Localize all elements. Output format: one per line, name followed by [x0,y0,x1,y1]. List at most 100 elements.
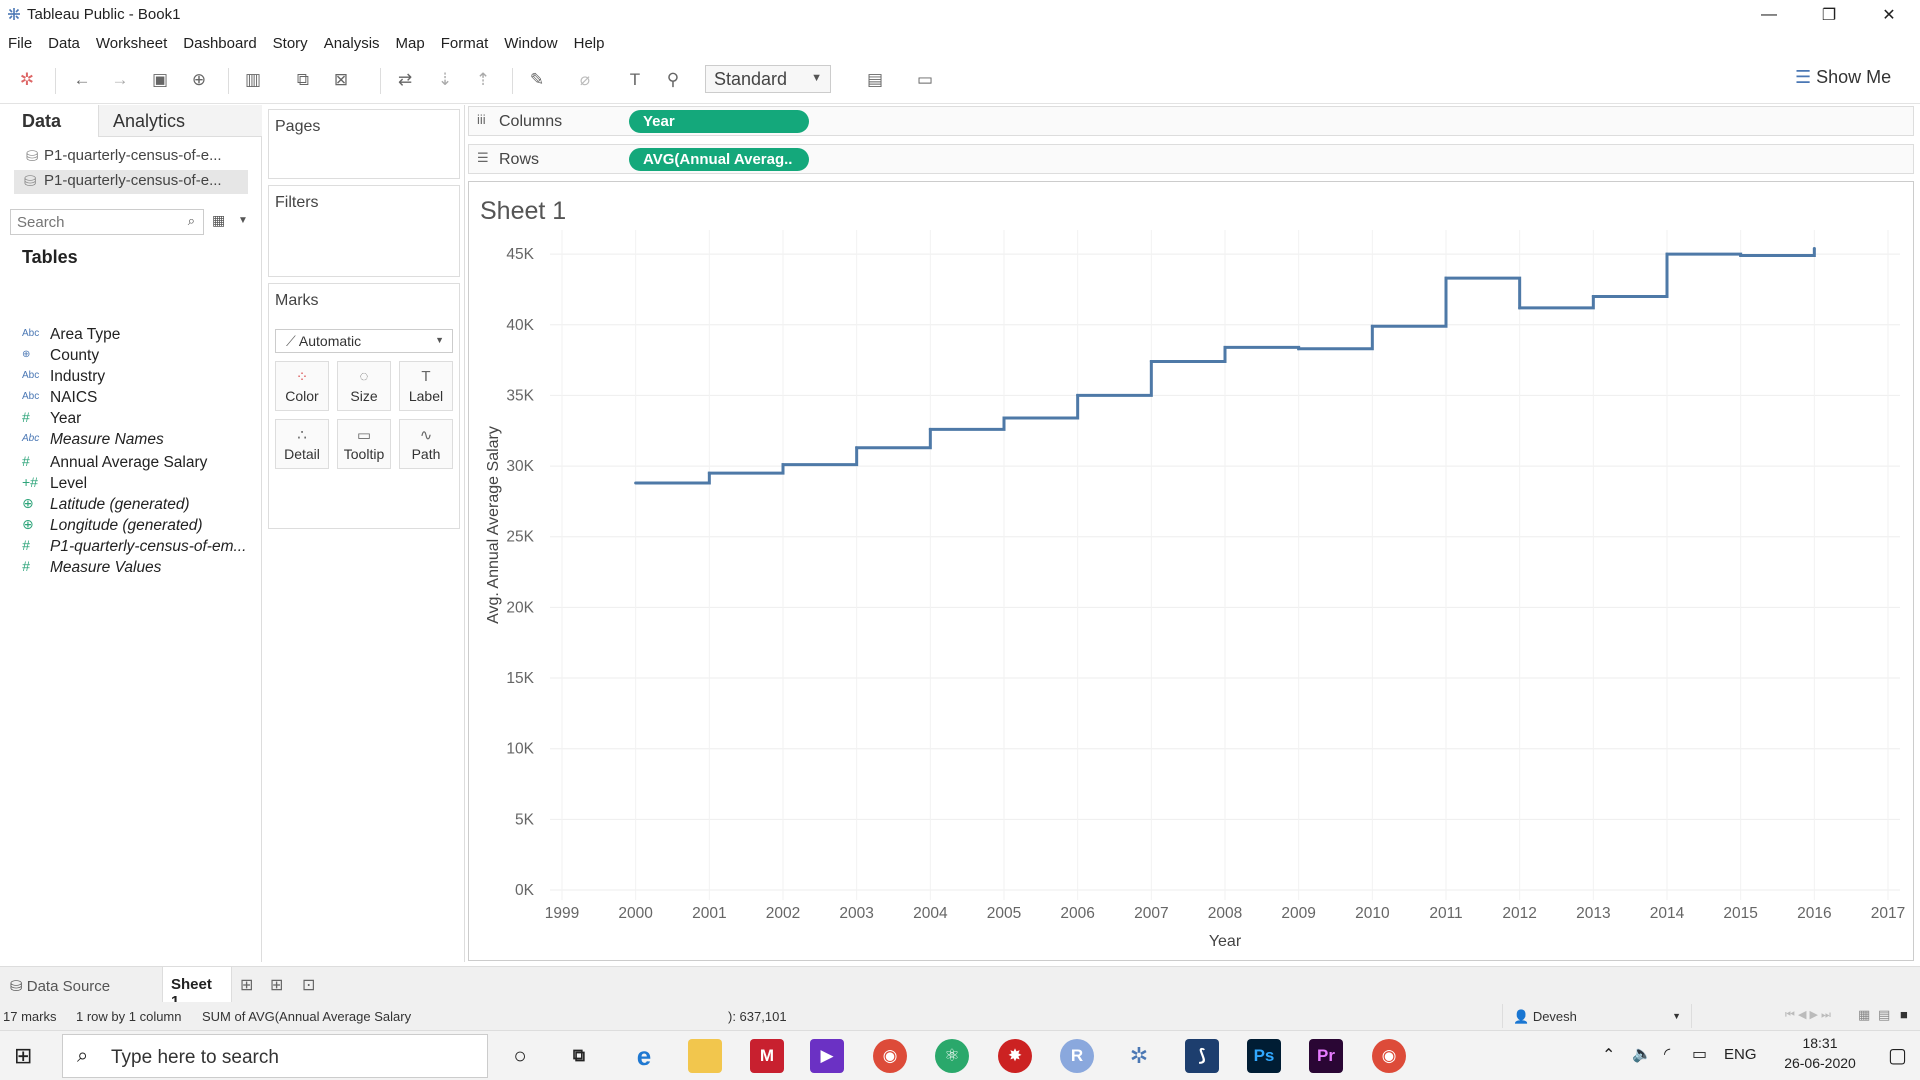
chevron-down-icon[interactable]: ▼ [238,215,248,226]
data-point[interactable] [1518,306,1522,310]
fit-select[interactable]: Standard ▼ [705,65,831,93]
tabs-view-icon[interactable]: ■ [1900,1007,1908,1022]
swap-rows-columns-icon[interactable]: ⇄ [397,70,413,89]
sheet-nav-icons[interactable]: ⏮ ◀ ▶ ⏭ [1785,1009,1831,1021]
data-point[interactable] [1149,360,1153,364]
tooltip-button[interactable]: ▭ Tooltip [337,419,391,469]
atom-icon[interactable]: ⚛ [935,1039,969,1073]
task-switch-icon[interactable]: ⧉ [572,1046,586,1065]
app-icon[interactable]: ✸ [998,1039,1032,1073]
chrome-icon[interactable]: ◉ [873,1039,907,1073]
data-point[interactable] [1444,276,1448,280]
search-input[interactable] [17,211,177,233]
mark-type-select[interactable]: ⟋ Automatic ▼ [275,329,453,353]
presentation-mode-icon[interactable]: ▭ [916,70,934,89]
data-point[interactable] [1591,295,1595,299]
tab-data[interactable]: Data [0,105,98,137]
menu-help[interactable]: Help [573,34,605,52]
tray-chevron-icon[interactable]: ⌃ [1602,1047,1616,1064]
show-mark-labels-icon[interactable]: T [629,70,641,89]
sort-descending-icon[interactable]: ⇡ [475,70,491,89]
sheet-sorter-icon[interactable]: ▦ [1858,1007,1871,1022]
sort-ascending-icon[interactable]: ⇣ [437,70,453,89]
field-item[interactable]: # Measure Values [22,557,252,583]
data-point[interactable] [928,427,932,431]
new-worksheet-icon[interactable]: ▥ [244,70,262,89]
new-dashboard-icon[interactable]: ⊞ [270,977,284,994]
avg-salary-pill[interactable]: AVG(Annual Averag.. [629,148,809,171]
menu-dashboard[interactable]: Dashboard [183,34,257,52]
premiere-icon[interactable]: Pr [1309,1039,1343,1073]
user-menu[interactable]: 👤 Devesh ▼ [1502,1004,1692,1028]
datasource-item[interactable]: ⛁ P1-quarterly-census-of-e... [14,145,248,169]
new-worksheet-icon[interactable]: ⊞ [240,977,254,994]
undo-icon[interactable]: ← [73,70,91,89]
chrome-icon[interactable]: ◉ [1372,1039,1406,1073]
clock[interactable]: 18:31 26-06-2020 [1775,1035,1865,1071]
menu-file[interactable]: File [8,34,33,52]
close-button[interactable]: ✕ [1882,7,1896,24]
size-button[interactable]: ◌ Size [337,361,391,411]
path-button[interactable]: ∿ Path [399,419,453,469]
show-me-button[interactable]: ☰ Show Me [1795,67,1891,88]
data-point[interactable] [634,481,638,485]
detail-button[interactable]: ∴ Detail [275,419,329,469]
menu-analysis[interactable]: Analysis [323,34,380,52]
new-story-icon[interactable]: ⊡ [302,977,316,994]
field-item[interactable]: # P1-quarterly-census-of-em... [22,536,252,562]
minimize-button[interactable]: — [1761,6,1777,23]
menu-format[interactable]: Format [440,34,489,52]
media-player-icon[interactable]: ▶ [810,1039,844,1073]
field-item[interactable]: Abc Industry [22,366,252,392]
fix-axes-icon[interactable]: ⚲ [666,70,680,89]
maximize-button[interactable]: ❐ [1821,7,1837,24]
volume-icon[interactable]: 🔈 [1632,1046,1652,1063]
field-item[interactable]: # Year [22,408,252,434]
menu-map[interactable]: Map [395,34,425,52]
field-item[interactable]: Abc Area Type [22,324,252,350]
notifications-icon[interactable]: ▢ [1888,1045,1907,1067]
search-field[interactable]: ⌕ [10,209,204,235]
filters-card[interactable]: Filters [268,185,460,277]
tableau-taskbar-icon[interactable]: ✲ [1129,1043,1149,1068]
data-point[interactable] [707,471,711,475]
data-point[interactable] [1223,345,1227,349]
menu-worksheet[interactable]: Worksheet [95,34,168,52]
mysql-icon[interactable]: ⟆ [1185,1039,1219,1073]
year-pill[interactable]: Year [629,110,809,133]
task-view-icon[interactable]: ○ [513,1043,527,1068]
datasource-item-selected[interactable]: ⛁ P1-quarterly-census-of-e... [14,170,248,194]
photoshop-icon[interactable]: Ps [1247,1039,1281,1073]
tab-data-source[interactable]: ⛁ Data Source [10,977,110,995]
data-point[interactable] [781,463,785,467]
pages-card[interactable]: Pages [268,109,460,179]
edge-icon[interactable]: e [636,1040,652,1071]
columns-shelf[interactable]: iii Columns Year [468,106,1914,136]
windows-start-icon[interactable]: ⊞ [14,1043,33,1068]
data-point[interactable] [1812,246,1816,250]
tableau-home-icon[interactable]: ✲ [19,70,35,89]
field-item[interactable]: +# Level [22,473,252,499]
field-item[interactable]: Abc Measure Names [22,429,252,455]
menu-data[interactable]: Data [48,34,80,52]
filmstrip-icon[interactable]: ▤ [1878,1007,1891,1022]
field-item[interactable]: ⊕ Latitude (generated) [22,494,252,520]
data-point[interactable] [855,446,859,450]
taskbar-search[interactable]: ⌕ Type here to search [62,1034,488,1078]
r-icon[interactable]: R [1060,1039,1094,1073]
mcafee-icon[interactable]: M [750,1039,784,1073]
menu-window[interactable]: Window [504,34,558,52]
data-point[interactable] [1002,416,1006,420]
data-point[interactable] [1076,393,1080,397]
wifi-icon[interactable]: ◜ [1664,1046,1671,1063]
save-icon[interactable]: ▣ [151,70,169,89]
data-point[interactable] [1370,324,1374,328]
color-button[interactable]: ⁘ Color [275,361,329,411]
group-members-icon[interactable]: ⌀ [579,70,591,89]
battery-icon[interactable]: ▭ [1692,1046,1708,1063]
clear-sheet-icon[interactable]: ⊠ [333,70,349,89]
data-point[interactable] [1665,252,1669,256]
tab-analytics[interactable]: Analytics [98,105,262,137]
field-item[interactable]: # Annual Average Salary [22,452,252,478]
menu-story[interactable]: Story [272,34,308,52]
